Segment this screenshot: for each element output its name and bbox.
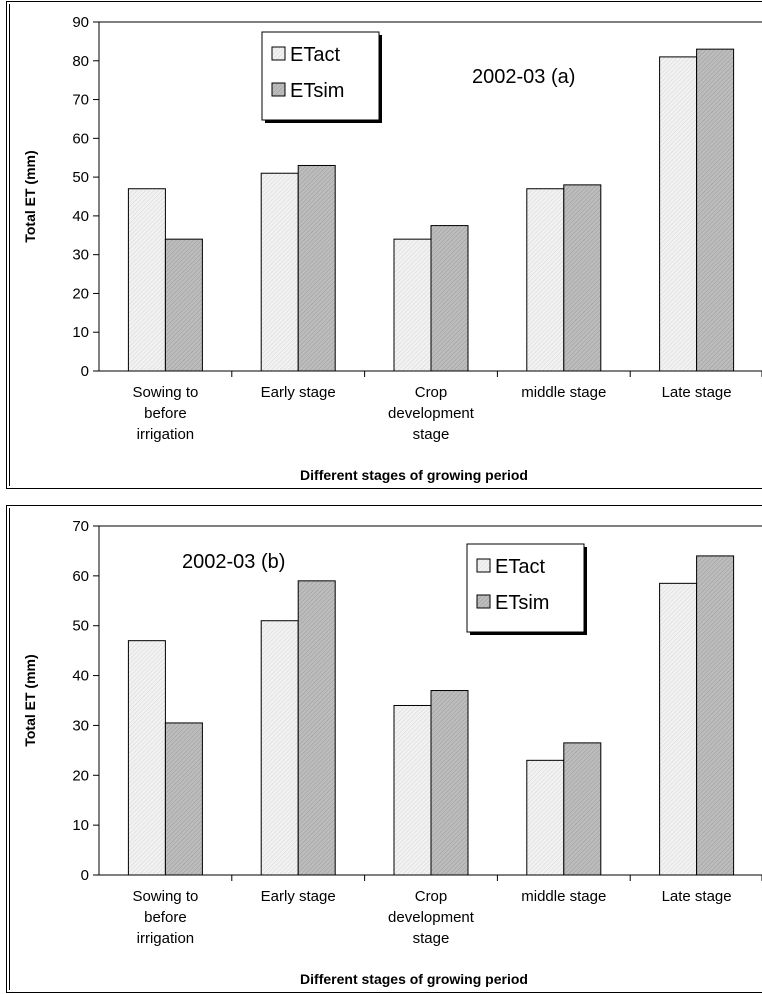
bar-etact-2	[260, 172, 299, 372]
y-tick-label: 40	[72, 208, 89, 225]
y-tick-label: 20	[72, 767, 89, 784]
y-tick-label: 30	[72, 717, 89, 734]
x-category-label: Crop	[415, 888, 448, 905]
bar-etact-5	[659, 56, 698, 372]
x-category-label: Sowing to	[132, 888, 198, 905]
bar-etact-2	[260, 620, 299, 876]
legend-label-etsim: ETsim	[290, 80, 344, 102]
x-category-label: irrigation	[137, 930, 195, 947]
bar-etsim-4	[563, 184, 602, 372]
bar-etsim-2	[297, 580, 336, 876]
x-category-label: Crop	[415, 384, 448, 401]
bar-etact-3	[393, 238, 432, 372]
legend-swatch-etact	[271, 46, 286, 61]
y-tick-label: 0	[81, 867, 89, 884]
y-tick-label: 10	[72, 324, 89, 341]
bar-etact-1	[127, 640, 166, 876]
y-tick-label: 30	[72, 247, 89, 264]
y-tick-label: 0	[81, 363, 89, 380]
bar-etsim-1	[164, 238, 203, 372]
bar-etsim-2	[297, 164, 336, 372]
legend-swatch-etsim	[476, 594, 491, 609]
x-category-label: stage	[413, 426, 450, 443]
legend-label-etact: ETact	[290, 44, 340, 66]
bar-etact-4	[526, 759, 565, 876]
y-axis-title: Total ET (mm)	[22, 150, 38, 242]
bar-etact-3	[393, 704, 432, 876]
x-category-label: Late stage	[662, 888, 732, 905]
bar-etsim-3	[430, 690, 469, 876]
chart-panel-b: 0 10 20 30 40 50 60 70 Total ET (mm) Sowing to bef…	[6, 505, 762, 993]
bar-etact-1	[127, 188, 166, 372]
legend-swatch-etsim	[271, 82, 286, 97]
x-category-label: middle stage	[521, 384, 606, 401]
bar-chart-b: 0 10 20 30 40 50 60 70 Total ET (mm) Sowing to bef…	[22, 518, 762, 987]
x-axis-title: Different stages of growing period	[300, 467, 528, 483]
bar-etsim-4	[563, 742, 602, 876]
bar-etsim-5	[696, 555, 735, 876]
x-category-label: before	[144, 909, 187, 926]
y-tick-label: 80	[72, 53, 89, 70]
legend-label-etsim: ETsim	[495, 592, 549, 614]
x-category-label: Early stage	[261, 384, 336, 401]
chart-annotation: 2002-03 (a)	[472, 66, 575, 88]
x-axis-title: Different stages of growing period	[300, 971, 528, 987]
chart-panel-a: 0 10 20 30 40 50 60 70 80 90 Total ET (mm) Sowing t…	[6, 1, 762, 489]
x-category-label: Early stage	[261, 888, 336, 905]
bar-etsim-3	[430, 225, 469, 372]
bar-etact-4	[526, 188, 565, 372]
legend-swatch-etact	[476, 558, 491, 573]
y-tick-label: 70	[72, 518, 89, 535]
x-category-label: irrigation	[137, 426, 195, 443]
x-category-label: Late stage	[662, 384, 732, 401]
x-category-label: before	[144, 405, 187, 422]
y-tick-label: 70	[72, 92, 89, 109]
bar-chart-a: 0 10 20 30 40 50 60 70 80 90 Total ET (mm) Sowing t…	[22, 14, 762, 483]
bar-etsim-1	[164, 722, 203, 876]
y-tick-label: 50	[72, 618, 89, 635]
y-tick-label: 20	[72, 285, 89, 302]
y-tick-label: 10	[72, 817, 89, 834]
y-axis-title: Total ET (mm)	[22, 654, 38, 746]
y-tick-label: 60	[72, 568, 89, 585]
bar-etsim-5	[696, 48, 735, 372]
bar-etact-5	[659, 582, 698, 876]
y-tick-label: 60	[72, 130, 89, 147]
x-category-label: stage	[413, 930, 450, 947]
legend-label-etact: ETact	[495, 556, 545, 578]
y-tick-label: 50	[72, 169, 89, 186]
x-category-label: middle stage	[521, 888, 606, 905]
y-tick-label: 40	[72, 668, 89, 685]
x-category-label: development	[388, 405, 475, 422]
y-tick-label: 90	[72, 14, 89, 31]
chart-annotation: 2002-03 (b)	[182, 551, 285, 573]
x-category-label: Sowing to	[132, 384, 198, 401]
x-category-label: development	[388, 909, 475, 926]
